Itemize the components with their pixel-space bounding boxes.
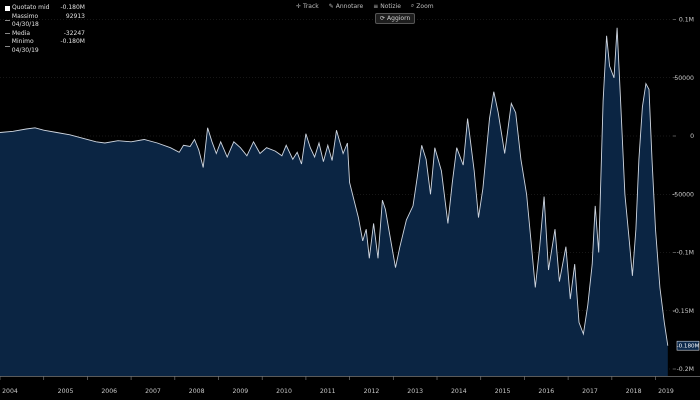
- x-tick-label: 2009: [232, 388, 248, 395]
- legend-label: Minimo 04/30/19: [11, 38, 39, 54]
- annotate-button[interactable]: ✎ Annotare: [329, 3, 363, 10]
- news-button[interactable]: ≡ Notizie: [373, 3, 401, 10]
- legend: Quotato mid -0.180M Massimo 04/30/18 929…: [5, 4, 85, 55]
- legend-value: -0.180M: [60, 38, 85, 45]
- series-swatch: [5, 5, 10, 11]
- x-tick-label: 2013: [407, 388, 423, 395]
- current-value-label: -0.180M: [676, 340, 700, 351]
- legend-row: Quotato mid -0.180M: [5, 4, 85, 13]
- x-tick-label: 2014: [451, 388, 467, 395]
- y-tick-label: 50000: [674, 75, 694, 82]
- y-tick-label: 0: [690, 133, 694, 140]
- legend-row: Minimo 04/30/19 -0.180M: [5, 38, 85, 55]
- x-tick-label: 2004: [2, 388, 18, 395]
- x-axis: 2004 2005 2006 2007 2008 2009 2010 2011 2012 2013…: [0, 376, 674, 395]
- y-tick-label: 0.1M: [679, 17, 694, 24]
- zoom-label: Zoom: [416, 2, 434, 10]
- x-tick-label: 2015: [495, 388, 511, 395]
- x-tick-label: 2008: [189, 388, 205, 395]
- x-tick-label: 2019: [658, 388, 674, 395]
- y-tick-label: -50000: [672, 191, 694, 198]
- x-tick-label: 2010: [276, 388, 292, 395]
- news-icon: ≡: [373, 2, 379, 10]
- y-tick-label: -0.1M: [677, 250, 694, 257]
- series-line: [0, 27, 669, 346]
- zoom-button[interactable]: ⌕ Zoom: [411, 2, 434, 10]
- min-line-swatch: [5, 45, 10, 48]
- y-axis: 0.1M 50000 0 -50000 -0.1M -0.15M -0.2M: [672, 17, 694, 374]
- mean-line-swatch: [5, 32, 10, 35]
- refresh-icon: ⟳: [380, 15, 386, 22]
- update-label: Aggiorn: [387, 15, 411, 22]
- legend-value: 92913: [65, 12, 85, 20]
- track-label: Track: [303, 2, 319, 10]
- x-tick-label: 2006: [101, 388, 117, 395]
- y-tick-label: -0.15M: [673, 308, 694, 315]
- update-button[interactable]: ⟳ Aggiorn: [375, 13, 416, 24]
- pencil-icon: ✎: [328, 2, 334, 10]
- track-button[interactable]: ✛ Track: [296, 3, 319, 10]
- x-tick-label: 2011: [320, 388, 336, 395]
- x-tick-label: 2016: [538, 388, 554, 395]
- legend-row: Massimo 04/30/18 92913: [5, 13, 85, 30]
- x-tick-label: 2017: [582, 388, 598, 395]
- legend-label: Quotato mid: [12, 4, 50, 11]
- annotate-label: Annotare: [335, 2, 364, 10]
- current-value-box: [676, 340, 700, 351]
- zoom-icon: ⌕: [410, 2, 415, 9]
- x-tick-label: 2005: [58, 388, 74, 395]
- legend-row: Media -32247: [5, 30, 85, 39]
- legend-label: Media: [12, 29, 31, 37]
- x-tick-label: 2012: [364, 388, 380, 395]
- legend-value: -32247: [63, 29, 85, 37]
- area-fill: [0, 27, 668, 377]
- current-value-text: -0.180M: [677, 344, 700, 350]
- news-label: Notizie: [380, 2, 401, 10]
- crosshair-icon: ✛: [296, 2, 302, 10]
- legend-value: -0.180M: [60, 4, 85, 11]
- chart-toolbar: ✛ Track ✎ Annotare ≡ Notizie ⌕ Zoom: [296, 0, 434, 12]
- x-tick-label: 2007: [145, 388, 161, 395]
- max-line-swatch: [5, 20, 10, 22]
- y-tick-label: -0.2M: [677, 366, 694, 373]
- legend-label: Massimo 04/30/18: [11, 12, 39, 29]
- x-tick-label: 2018: [626, 388, 642, 395]
